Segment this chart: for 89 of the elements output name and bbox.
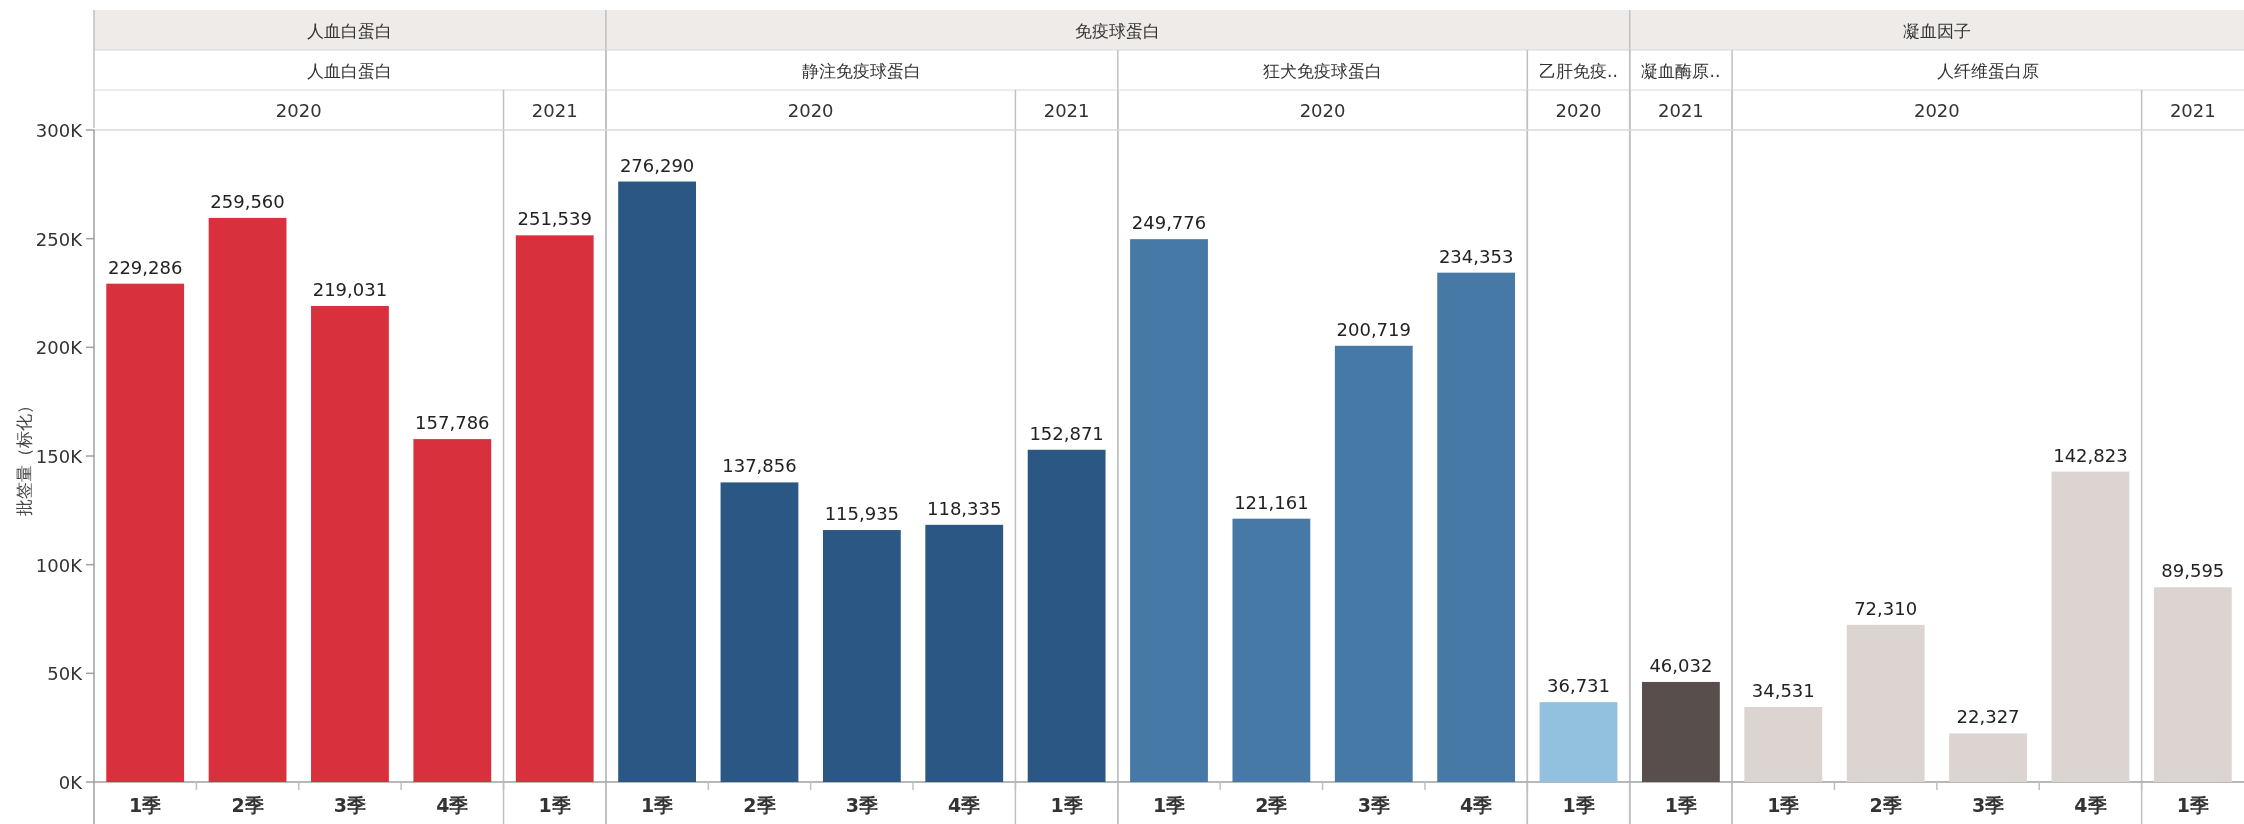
data-label: 259,560 (210, 190, 285, 212)
x-tick-label: 1季 (1664, 794, 1698, 816)
y-tick-label: 50K (47, 663, 84, 685)
text: 免疫球蛋白 (1075, 21, 1161, 41)
y-tick-label: 0K (58, 772, 84, 793)
y-tick-label: 250K (35, 228, 84, 250)
data-label: 249,776 (1131, 212, 1207, 234)
bar (822, 530, 901, 782)
data-label: 115,935 (824, 503, 900, 525)
bar (925, 524, 1004, 782)
bar (1130, 239, 1208, 782)
text: 凝血因子 (1902, 21, 1971, 41)
bar (1539, 702, 1618, 782)
data-label: 89,595 (2161, 560, 2225, 582)
data-label: 251,539 (517, 208, 592, 230)
x-tick-label: 4季 (436, 794, 469, 816)
y-tick-label: 300K (35, 120, 84, 141)
text: 2021 (1043, 100, 1090, 121)
x-tick-label: 2季 (1255, 794, 1288, 816)
bar (1949, 733, 2027, 782)
bar (413, 439, 492, 782)
x-tick-label: 3季 (845, 794, 878, 816)
x-tick-label: 4季 (948, 794, 981, 816)
bar (1846, 624, 1925, 782)
x-tick-label: 2季 (1869, 794, 1902, 816)
y-tick-label: 200K (35, 337, 84, 359)
x-tick-label: 1季 (1767, 794, 1800, 816)
y-axis-title: 批签量（标化） (14, 396, 34, 516)
data-label: 234,353 (1438, 245, 1514, 267)
text: 2021 (1658, 100, 1704, 121)
bar (311, 305, 389, 782)
bar (1437, 272, 1516, 782)
data-label: 152,871 (1029, 422, 1104, 444)
x-tick-label: 1季 (1152, 794, 1186, 816)
text: 2020 (1913, 100, 1960, 121)
x-tick-label: 3季 (1357, 794, 1390, 816)
data-label: 200,719 (1336, 318, 1411, 340)
bar (720, 482, 799, 782)
bar (515, 235, 594, 782)
text: 人血白蛋白 (307, 61, 393, 81)
data-label: 137,856 (722, 455, 797, 477)
text: 静注免疫球蛋白 (802, 61, 922, 81)
x-tick-label: 1季 (640, 794, 674, 816)
text: 乙肝免疫.. (1539, 61, 1618, 81)
data-label: 157,786 (415, 412, 490, 434)
x-tick-label: 4季 (2074, 794, 2107, 816)
x-tick-label: 3季 (333, 794, 367, 816)
x-tick-label: 4季 (1460, 794, 1493, 816)
data-label: 36,731 (1547, 675, 1611, 697)
bar (1334, 345, 1413, 782)
bar (1232, 518, 1311, 782)
text: 人纤维蛋白原 (1937, 61, 2040, 81)
bar (2153, 587, 2232, 782)
data-label: 46,032 (1649, 654, 1713, 676)
bar (106, 283, 185, 782)
x-tick-label: 1季 (1562, 794, 1595, 816)
data-label: 22,327 (1956, 706, 2020, 728)
text: 2021 (531, 100, 578, 121)
text: 2021 (2169, 100, 2216, 121)
text: 2020 (1555, 100, 1602, 121)
bar (1027, 449, 1106, 782)
bar (618, 181, 696, 782)
x-tick-label: 3季 (1971, 794, 2005, 816)
x-tick-label: 1季 (1050, 794, 1083, 816)
x-tick-label: 2季 (743, 794, 776, 816)
y-tick-label: 150K (35, 446, 84, 467)
text: 2020 (275, 100, 322, 121)
y-tick-label: 100K (35, 554, 84, 576)
bar (1744, 706, 1823, 782)
text: 2020 (1299, 100, 1346, 121)
text: 凝血酶原.. (1641, 61, 1721, 81)
data-label: 121,161 (1234, 491, 1309, 513)
bar (2051, 471, 2130, 782)
data-label: 219,031 (312, 278, 388, 300)
data-label: 34,531 (1751, 679, 1815, 701)
x-tick-label: 1季 (129, 794, 162, 816)
data-label: 72,310 (1854, 597, 1918, 619)
x-tick-label: 1季 (2176, 794, 2209, 816)
text: 人血白蛋白 (307, 21, 393, 41)
text: 狂犬免疫球蛋白 (1263, 61, 1383, 81)
x-tick-label: 2季 (231, 794, 264, 816)
bar (208, 217, 287, 782)
data-label: 276,290 (619, 154, 695, 176)
x-tick-label: 1季 (538, 794, 571, 816)
data-label: 118,335 (927, 497, 1002, 519)
bar (1642, 681, 1720, 782)
text: 2020 (787, 100, 834, 121)
data-label: 142,823 (2053, 444, 2128, 466)
data-label: 229,286 (107, 256, 183, 278)
